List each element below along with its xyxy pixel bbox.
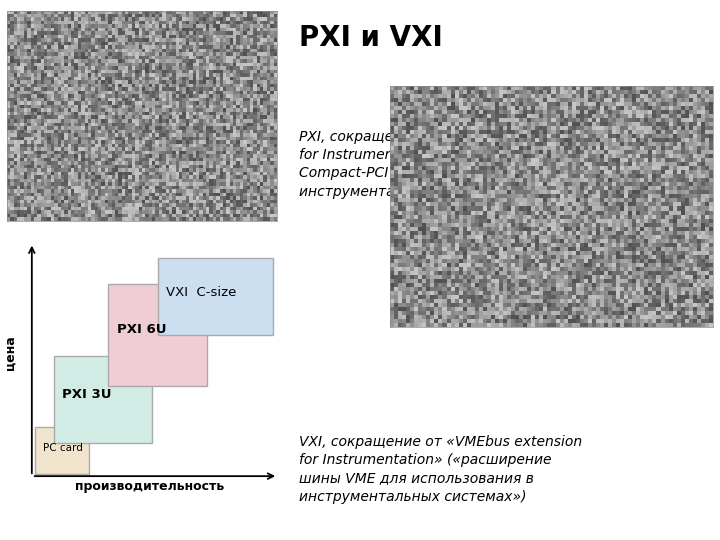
Text: PC card: PC card xyxy=(42,443,83,453)
Text: VXI, сокращение от «VMEbus extension
for Instrumentation» («расширение
шины VME : VXI, сокращение от «VMEbus extension for… xyxy=(299,435,582,504)
Text: цена: цена xyxy=(4,336,17,370)
Bar xyxy=(109,284,207,387)
Text: PXI 6U: PXI 6U xyxy=(117,323,166,336)
Text: PXI и VXI: PXI и VXI xyxy=(299,24,443,52)
Bar xyxy=(158,258,273,335)
Bar xyxy=(35,428,89,474)
Text: VXI  C-size: VXI C-size xyxy=(166,286,236,299)
Text: производительность: производительность xyxy=(75,480,224,493)
Text: PXI, сокращение от «compactPCI extension
for Instrumentation» («расширение шины
: PXI, сокращение от «compactPCI extension… xyxy=(299,130,608,199)
Bar xyxy=(54,355,152,443)
Text: PXI 3U: PXI 3U xyxy=(62,388,112,401)
